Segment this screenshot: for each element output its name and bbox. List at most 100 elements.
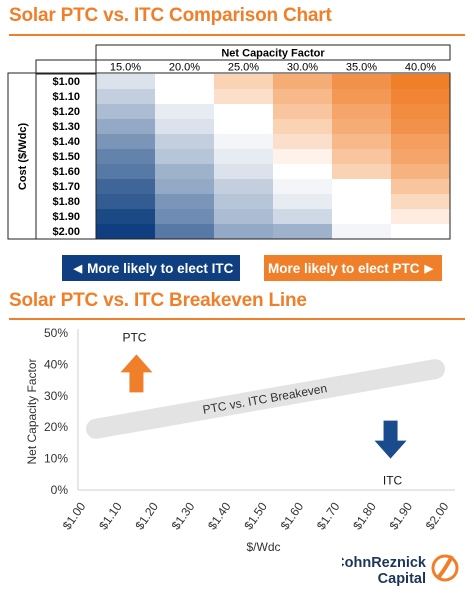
heatmap-cell (273, 74, 333, 90)
heatmap-col-label: 20.0% (169, 62, 200, 74)
heatmap-cell (155, 149, 215, 165)
heatmap-cell (155, 104, 215, 120)
y-tick-label: 20% (44, 420, 68, 434)
x-tick-label: $1.80 (350, 499, 379, 532)
heatmap-cell (214, 224, 274, 240)
heatmap-cell (155, 209, 215, 225)
heatmap-row-label: $1.60 (52, 166, 80, 178)
heatmap-cell (273, 224, 333, 240)
heatmap-cell (273, 164, 333, 180)
heatmap-cell (96, 89, 156, 105)
breakeven-chart: 0%10%20%30%40%50%$1.00 $1.10 $1.20 $1.30 $1.… (25, 326, 455, 554)
logo-graphic: CohnReznick Capital (334, 554, 459, 587)
heatmap-cell (332, 224, 392, 240)
heatmap-cell (96, 179, 156, 195)
ylabel-box (7, 72, 37, 240)
x-tick-label: $1.90 (386, 499, 415, 532)
heatmap-col-label: 40.0% (405, 62, 436, 74)
breakeven-xlabel: $/Wdc (246, 540, 280, 554)
heatmap-row-label: $1.90 (52, 211, 80, 223)
heatmap-cell (332, 119, 392, 135)
heatmap-cell (96, 224, 156, 240)
heatmap-row-label: $1.30 (52, 121, 80, 133)
x-tick-label: $1.30 (169, 499, 198, 532)
heatmap-cell (96, 104, 156, 120)
up-arrow-icon (120, 354, 153, 393)
x-tick-label: $1.60 (278, 499, 307, 532)
heatmap-cell (332, 194, 392, 210)
heatmap-cell (96, 194, 156, 210)
heatmap-cell (214, 209, 274, 225)
heatmap-col-label: 30.0% (287, 62, 318, 74)
heatmap-cell (96, 74, 156, 90)
heatmap-cell (214, 149, 274, 165)
heatmap-cell (332, 164, 392, 180)
x-tick-label: $2.00 (423, 499, 452, 532)
heatmap-cell (155, 89, 215, 105)
heatmap-cell (155, 179, 215, 195)
x-tick-label: $1.40 (205, 499, 234, 532)
x-tick-label: $1.70 (314, 499, 343, 532)
itc-annotation-label: ITC (383, 474, 403, 488)
corner-box (35, 59, 97, 75)
heatmap-cell (273, 119, 333, 135)
heatmap-cell (273, 179, 333, 195)
heatmap-cell (214, 89, 274, 105)
breakeven-band (86, 359, 445, 439)
ptc-legend: More likely to elect PTC ▶ (264, 255, 442, 281)
heatmap-cell (273, 149, 333, 165)
heatmap-row-label: $1.70 (52, 181, 80, 193)
heatmap-cell (332, 74, 392, 90)
heatmap-cell (391, 209, 451, 225)
down-arrow-icon (374, 420, 407, 459)
heatmap-cell (332, 179, 392, 195)
heatmap-cell (391, 134, 451, 150)
logo-swirl-stroke (436, 555, 454, 580)
right-triangle-icon: ▶ (424, 262, 433, 275)
y-tick-label: 40% (44, 357, 68, 371)
itc-legend-label: More likely to elect ITC (87, 260, 234, 276)
heatmap-cell (155, 224, 215, 240)
heatmap-cell (391, 119, 451, 135)
heatmap-row-label: $1.00 (52, 76, 80, 88)
heatmap-cell (391, 104, 451, 120)
y-tick-label: 50% (44, 326, 68, 340)
y-tick-label: 0% (51, 483, 69, 497)
heatmap-cell (391, 164, 451, 180)
x-tick-label: $1.50 (241, 499, 270, 532)
x-tick-label: $1.10 (96, 499, 125, 532)
heatmap-cell (391, 224, 451, 240)
heatmap-cell (214, 164, 274, 180)
y-tick-label: 30% (44, 389, 68, 403)
heatmap-cell (273, 104, 333, 120)
heatmap-cell (391, 74, 451, 90)
heatmap-cell (96, 164, 156, 180)
heatmap-row-label: $2.00 (52, 226, 80, 238)
itc-legend: ◀ More likely to elect ITC (62, 255, 240, 281)
heatmap-title: Solar PTC vs. ITC Comparison Chart (9, 5, 332, 26)
heatmap-cell (96, 149, 156, 165)
left-triangle-icon: ◀ (73, 262, 83, 275)
logo-line1: CohnReznick (342, 555, 427, 571)
heatmap-col-label: 25.0% (228, 62, 259, 74)
heatmap-title-rule (9, 34, 465, 36)
heatmap-cell (96, 209, 156, 225)
heatmap-cell (332, 89, 392, 105)
heatmap-row-label: $1.20 (52, 106, 80, 118)
heatmap-grid-border (95, 72, 451, 240)
heatmap-ylabel: Cost ($/Wdc) (17, 123, 29, 191)
heatmap-col-label: 15.0% (110, 62, 141, 74)
heatmap-cell (273, 89, 333, 105)
heatmap-cell (273, 194, 333, 210)
heatmap-row-label: $1.50 (52, 151, 80, 163)
x-tick-label: $1.20 (132, 499, 161, 532)
heatmap-cell (155, 194, 215, 210)
xlabel-box (95, 44, 451, 61)
heatmap-cell (391, 89, 451, 105)
heatmap-cell (332, 149, 392, 165)
heatmap-cell (214, 194, 274, 210)
heatmap-cell (96, 134, 156, 150)
heatmap-row-label: $1.40 (52, 136, 80, 148)
breakeven-title: Solar PTC vs. ITC Breakeven Line (9, 290, 307, 311)
heatmap-cell (273, 134, 333, 150)
